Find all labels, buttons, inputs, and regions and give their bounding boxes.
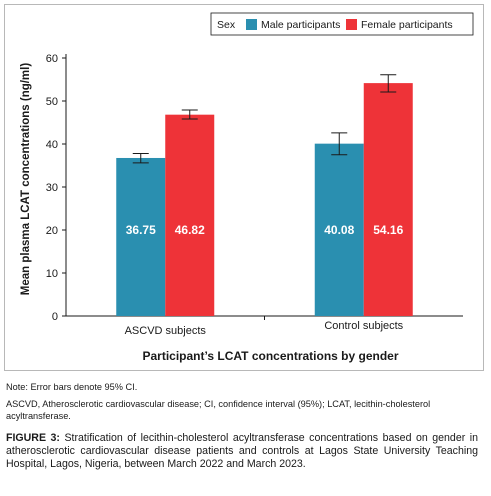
bar	[165, 114, 215, 316]
bar-chart: Sex Male participants Female participants …	[20, 12, 474, 363]
bar	[116, 157, 166, 316]
data-label: 40.08	[324, 223, 354, 237]
caption-label: FIGURE 3:	[6, 432, 60, 444]
y-tick-label: 50	[46, 96, 58, 108]
y-axis-label: Mean plasma LCAT concentrations (ng/ml)	[20, 63, 32, 296]
legend-swatch	[246, 19, 257, 30]
y-tick-label: 0	[52, 311, 58, 323]
legend-swatch	[346, 19, 357, 30]
y-tick-label: 20	[46, 225, 58, 237]
data-label: 36.75	[126, 223, 156, 237]
x-axis-label: Participant’s LCAT concentrations by gen…	[142, 349, 398, 363]
y-tick-label: 40	[46, 139, 58, 151]
data-label: 54.16	[373, 223, 403, 237]
bar	[314, 143, 364, 316]
legend-entry: Female participants	[361, 19, 453, 31]
bars: 36.75 46.82 40.08 54.16	[116, 74, 413, 316]
legend-entry: Male participants	[261, 19, 340, 31]
figure-box: Sex Male participants Female participants …	[4, 4, 484, 371]
bar	[363, 83, 413, 316]
axes: 0 10 20 30 40 50 60 ASCVD subjects Control subje…	[46, 53, 463, 337]
legend: Sex Male participants Female participants	[210, 12, 474, 36]
error-bar-note: Note: Error bars denote 95% CI.	[6, 382, 138, 392]
legend-box	[210, 12, 474, 36]
x-tick-label: ASCVD subjects	[125, 325, 207, 337]
x-tick-label: Control subjects	[324, 320, 403, 332]
y-tick-label: 60	[46, 53, 58, 65]
data-label: 46.82	[175, 223, 205, 237]
caption-text: Stratification of lecithin-cholesterol a…	[6, 432, 478, 471]
abbreviations-note: ASCVD, Atherosclerotic cardiovascular di…	[6, 399, 431, 421]
y-tick-label: 10	[46, 268, 58, 280]
legend-title: Sex	[217, 19, 236, 31]
y-tick-label: 30	[46, 182, 58, 194]
figure-caption: FIGURE 3: Stratification of lecithin-cho…	[6, 432, 478, 472]
